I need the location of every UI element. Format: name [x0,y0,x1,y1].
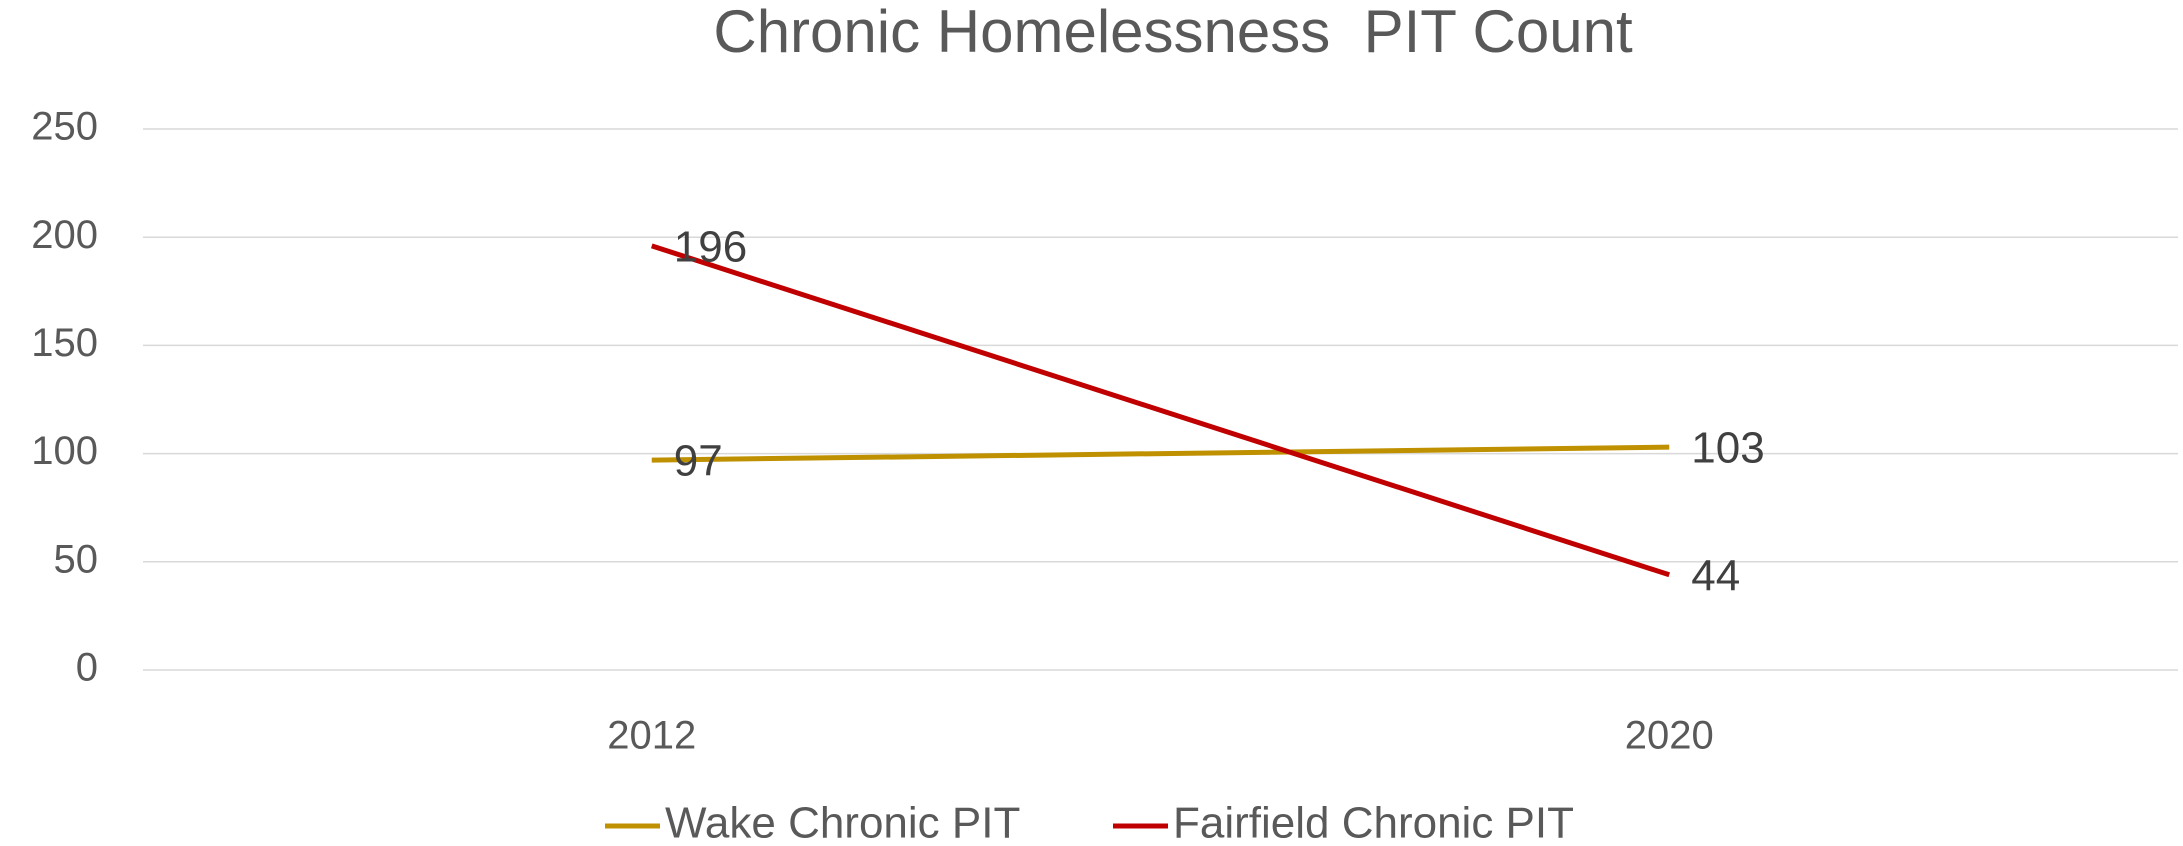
y-tick-label: 50 [54,537,99,581]
y-tick-label: 250 [31,105,98,149]
y-tick-label: 100 [31,429,98,473]
data-label: 44 [1691,551,1740,600]
data-label: 196 [674,222,747,271]
series-line [651,444,1670,463]
y-tick-label: 0 [76,646,98,690]
data-label: 103 [1691,424,1764,473]
y-tick-label: 200 [31,213,98,257]
series-line [650,243,1671,578]
chart-title: Chronic Homelessness PIT Count [713,0,1633,65]
x-tick-label: 2012 [607,714,696,758]
x-tick-label: 2020 [1625,714,1714,758]
data-label: 97 [674,437,723,486]
legend-label: Fairfield Chronic PIT [1173,799,1574,846]
legend-label: Wake Chronic PIT [665,799,1020,846]
y-tick-label: 150 [31,321,98,365]
